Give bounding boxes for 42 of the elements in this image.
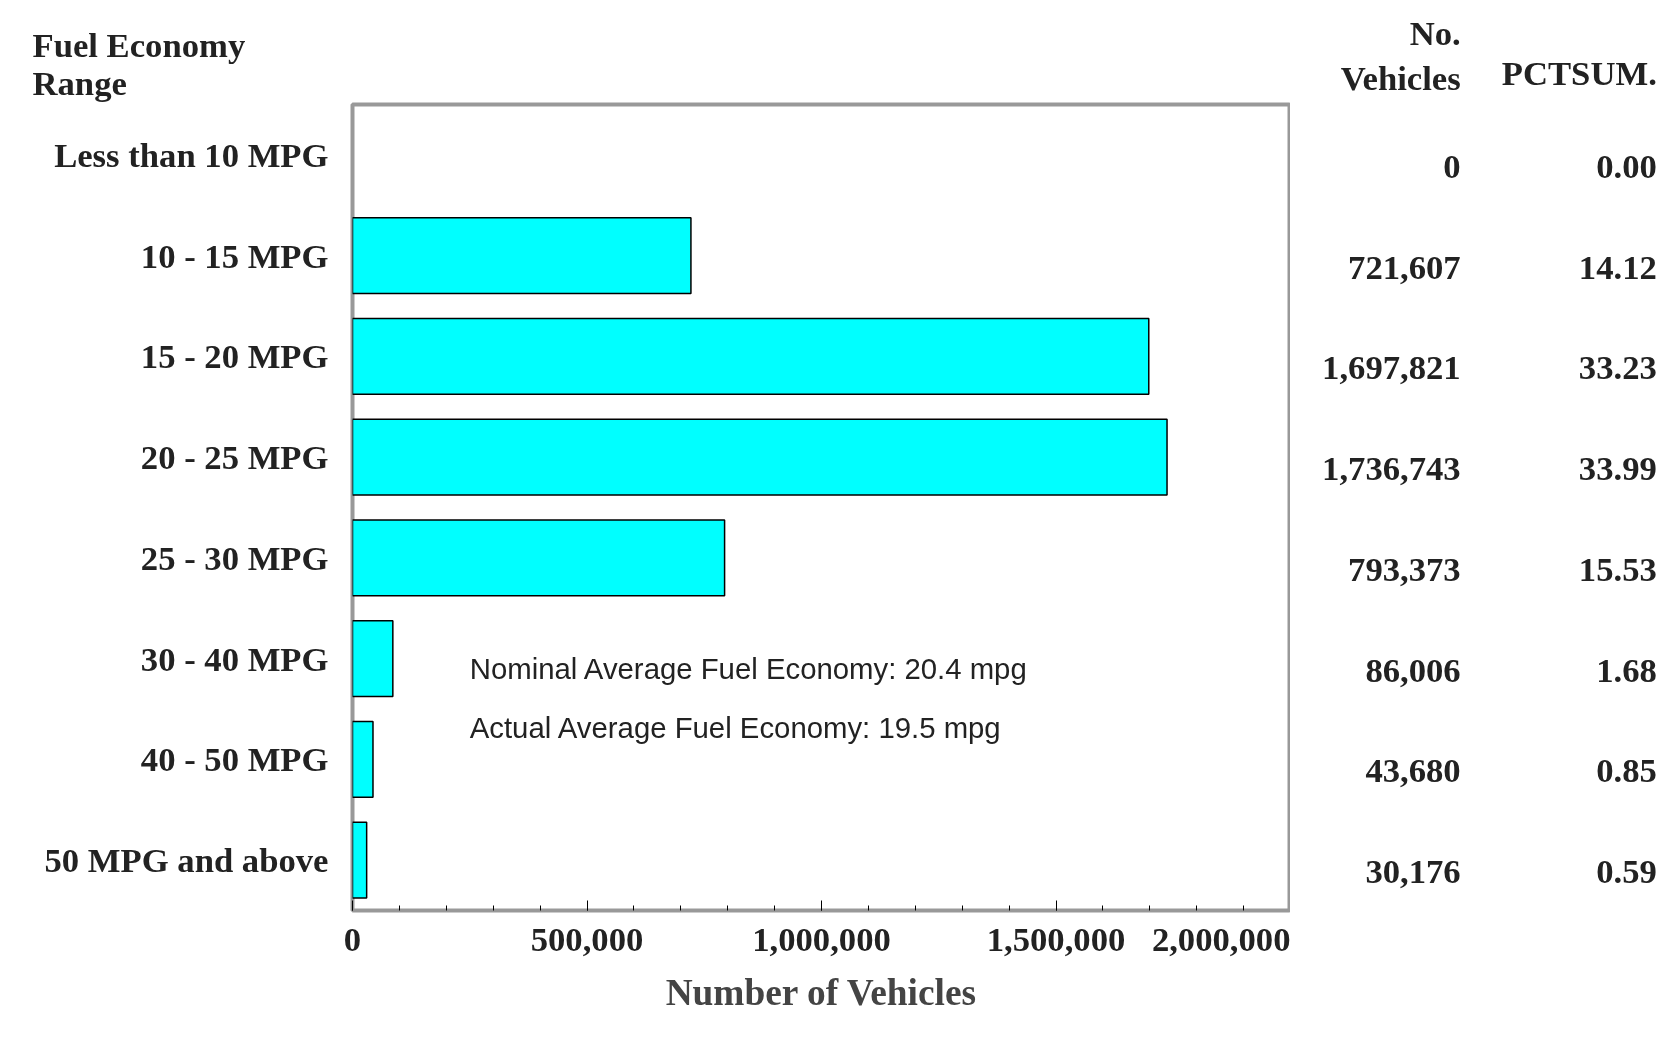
text: 0.00 xyxy=(1596,146,1657,185)
y-tick-label: 15 - 20 MPG xyxy=(140,337,329,376)
x-tick-label: 2,000,000 xyxy=(1151,919,1291,958)
text: 0.59 xyxy=(1596,852,1657,891)
text: 0.85 xyxy=(1596,751,1657,790)
y-tick-label: 25 - 30 MPG xyxy=(140,538,329,577)
y-tick-label: 30 - 40 MPG xyxy=(140,639,329,678)
y-tick-label: 40 - 50 MPG xyxy=(140,740,329,779)
data-label: 43,680 xyxy=(1365,751,1461,790)
x-tick-label: 0 xyxy=(343,919,362,958)
data-label: 30,176 xyxy=(1365,852,1461,891)
text: PCTSUM. xyxy=(1501,53,1657,92)
bar xyxy=(352,620,394,698)
x-tick-label: 500,000 xyxy=(530,919,644,958)
data-label: 1,736,743 xyxy=(1322,449,1461,488)
data-label: 86,006 xyxy=(1365,650,1461,689)
x-tick-label: 1,000,000 xyxy=(752,919,891,958)
data-label: 721,607 xyxy=(1348,247,1461,286)
x-axis-title: Number of Vehicles xyxy=(665,971,977,1013)
annotation: Actual Average Fuel Economy: 19.5 mpg xyxy=(469,710,1001,744)
bar xyxy=(352,317,1150,395)
y-tick-label: Less than 10 MPG xyxy=(54,135,329,174)
annotation: Nominal Average Fuel Economy: 20.4 mpg xyxy=(469,652,1027,686)
text: 33.23 xyxy=(1578,348,1657,387)
bar xyxy=(352,418,1168,496)
bar xyxy=(352,720,374,798)
text: No. Vehicles xyxy=(1340,13,1461,98)
y-axis-title: Fuel Economy Range xyxy=(32,25,246,102)
bar xyxy=(352,519,726,597)
text: 14.12 xyxy=(1578,247,1657,286)
x-tick-label: 1,500,000 xyxy=(986,919,1126,958)
y-tick-label: 10 - 15 MPG xyxy=(140,236,329,275)
text: 15.53 xyxy=(1578,549,1657,588)
data-label: 0 xyxy=(1443,146,1461,185)
text: 1.68 xyxy=(1596,650,1657,689)
y-tick-label: 20 - 25 MPG xyxy=(140,438,329,477)
y-tick-label: 50 MPG and above xyxy=(44,841,329,880)
data-label: 1,697,821 xyxy=(1322,348,1461,387)
text: 33.99 xyxy=(1578,449,1657,488)
bar xyxy=(352,821,368,899)
data-label: 793,373 xyxy=(1348,549,1461,588)
bar xyxy=(352,217,692,295)
